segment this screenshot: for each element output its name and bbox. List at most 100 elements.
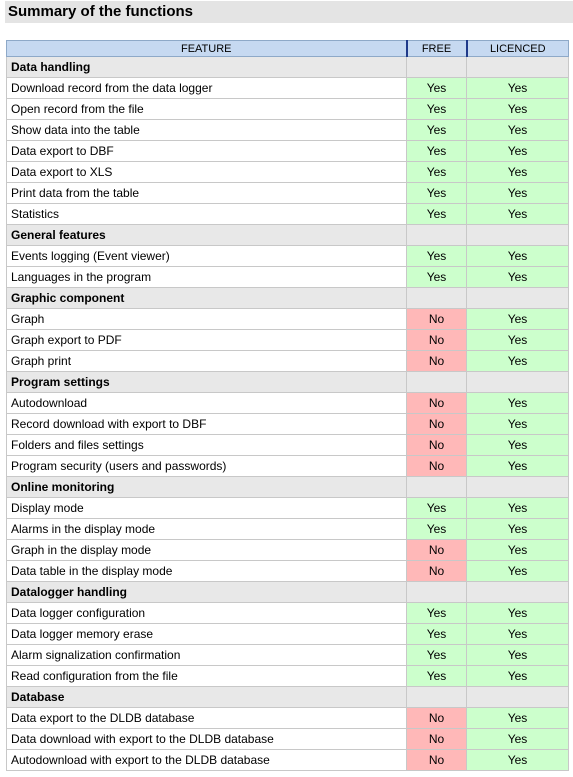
feature-name: Read configuration from the file <box>6 665 407 687</box>
column-header: FREE <box>405 40 467 57</box>
feature-row: Show data into the table Yes Yes <box>6 119 569 141</box>
feature-name: Data table in the display mode <box>6 560 407 582</box>
availability-cell: Yes <box>466 497 569 519</box>
feature-name: Show data into the table <box>6 119 407 141</box>
availability-cell: Yes <box>466 728 569 750</box>
section-cell <box>466 581 569 603</box>
availability-cell: Yes <box>466 329 569 351</box>
availability-cell: Yes <box>466 161 569 183</box>
availability-cell: No <box>406 455 467 477</box>
availability-cell: Yes <box>406 140 467 162</box>
feature-name: Statistics <box>6 203 407 225</box>
title: Summary of the functions <box>5 1 573 23</box>
section-row: Database <box>6 686 569 708</box>
availability-cell: No <box>406 350 467 372</box>
feature-row: Download record from the data logger Yes Y… <box>6 77 569 99</box>
feature-name: Alarm signalization confirmation <box>6 644 407 666</box>
feature-name: Graph print <box>6 350 407 372</box>
availability-cell: Yes <box>406 203 467 225</box>
feature-row: Data export to the DLDB database No Yes <box>6 707 569 729</box>
feature-name: Alarms in the display mode <box>6 518 407 540</box>
section-cell <box>406 56 467 78</box>
availability-cell: Yes <box>466 665 569 687</box>
feature-row: Graph export to PDF No Yes <box>6 329 569 351</box>
feature-table: FEATURE FREE LICENCED Data handling Downloa… <box>6 40 569 771</box>
column-header: LICENCED <box>465 40 569 57</box>
feature-name: Data download with export to the DLDB da… <box>6 728 407 750</box>
feature-name: Data export to the DLDB database <box>6 707 407 729</box>
feature-name: Data export to XLS <box>6 161 407 183</box>
feature-row: Languages in the program Yes Yes <box>6 266 569 288</box>
availability-cell: Yes <box>466 455 569 477</box>
availability-cell: No <box>406 749 467 771</box>
availability-cell: Yes <box>406 623 467 645</box>
feature-name: Data logger configuration <box>6 602 407 624</box>
availability-cell: Yes <box>406 518 467 540</box>
availability-cell: No <box>406 539 467 561</box>
feature-name: Data export to DBF <box>6 140 407 162</box>
section-row: Datalogger handling <box>6 581 569 603</box>
feature-row: Data table in the display mode No Yes <box>6 560 569 582</box>
section-cell <box>406 476 467 498</box>
feature-row: Events logging (Event viewer) Yes Yes <box>6 245 569 267</box>
availability-cell: Yes <box>466 182 569 204</box>
feature-row: Data logger memory erase Yes Yes <box>6 623 569 645</box>
availability-cell: No <box>406 308 467 330</box>
feature-row: Print data from the table Yes Yes <box>6 182 569 204</box>
availability-cell: Yes <box>406 119 467 141</box>
section-cell <box>466 476 569 498</box>
section-name: Datalogger handling <box>6 581 407 603</box>
section-name: General features <box>6 224 407 246</box>
feature-row: Graph in the display mode No Yes <box>6 539 569 561</box>
availability-cell: Yes <box>466 434 569 456</box>
feature-name: Folders and files settings <box>6 434 407 456</box>
feature-row: Data download with export to the DLDB da… <box>6 728 569 750</box>
availability-cell: Yes <box>406 182 467 204</box>
section-cell <box>406 686 467 708</box>
feature-name: Languages in the program <box>6 266 407 288</box>
section-name: Database <box>6 686 407 708</box>
feature-name: Graph <box>6 308 407 330</box>
feature-name: Autodownload <box>6 392 407 414</box>
feature-row: Program security (users and passwords) No… <box>6 455 569 477</box>
feature-name: Graph export to PDF <box>6 329 407 351</box>
availability-cell: Yes <box>406 644 467 666</box>
feature-row: Autodownload No Yes <box>6 392 569 414</box>
availability-cell: Yes <box>466 602 569 624</box>
availability-cell: Yes <box>406 602 467 624</box>
availability-cell: Yes <box>466 98 569 120</box>
feature-row: Data export to DBF Yes Yes <box>6 140 569 162</box>
availability-cell: Yes <box>466 140 569 162</box>
availability-cell: Yes <box>406 665 467 687</box>
section-cell <box>466 371 569 393</box>
availability-cell: Yes <box>466 749 569 771</box>
section-cell <box>406 224 467 246</box>
feature-row: Graph No Yes <box>6 308 569 330</box>
availability-cell: Yes <box>466 560 569 582</box>
section-row: Program settings <box>6 371 569 393</box>
section-cell <box>406 287 467 309</box>
availability-cell: Yes <box>466 308 569 330</box>
feature-name: Events logging (Event viewer) <box>6 245 407 267</box>
section-cell <box>466 686 569 708</box>
availability-cell: No <box>406 392 467 414</box>
availability-cell: No <box>406 560 467 582</box>
availability-cell: No <box>406 707 467 729</box>
feature-row: Open record from the file Yes Yes <box>6 98 569 120</box>
availability-cell: Yes <box>406 266 467 288</box>
feature-name: Data logger memory erase <box>6 623 407 645</box>
availability-cell: Yes <box>466 245 569 267</box>
availability-cell: Yes <box>466 203 569 225</box>
header-row: FEATURE FREE LICENCED <box>6 40 569 57</box>
availability-cell: No <box>406 434 467 456</box>
feature-name: Autodownload with export to the DLDB dat… <box>6 749 407 771</box>
section-row: Graphic component <box>6 287 569 309</box>
availability-cell: Yes <box>466 707 569 729</box>
feature-row: Record download with export to DBF No Yes <box>6 413 569 435</box>
feature-name: Print data from the table <box>6 182 407 204</box>
section-name: Data handling <box>6 56 407 78</box>
availability-cell: Yes <box>466 518 569 540</box>
feature-name: Download record from the data logger <box>6 77 407 99</box>
availability-cell: Yes <box>466 644 569 666</box>
availability-cell: Yes <box>406 98 467 120</box>
